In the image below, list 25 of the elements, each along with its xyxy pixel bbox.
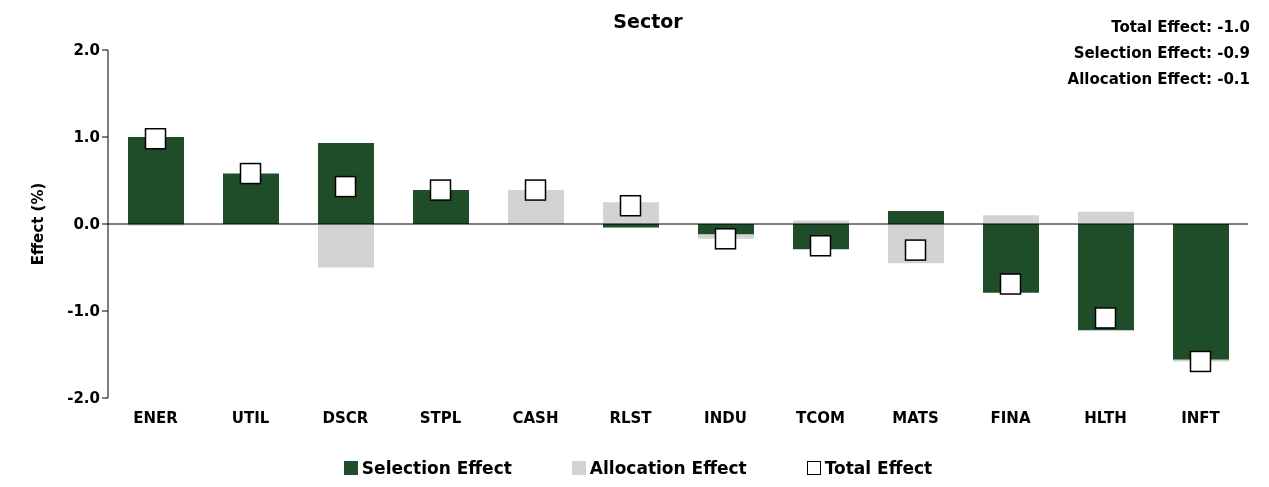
- x-tick-label: RLST: [609, 408, 653, 427]
- legend-label: Selection Effect: [360, 458, 512, 478]
- y-tick-label: 1.0: [73, 128, 100, 147]
- y-tick-label: -2.0: [67, 389, 100, 408]
- x-tick-label: STPL: [419, 408, 462, 427]
- x-tick-label: INFT: [1181, 408, 1221, 427]
- chart-title: Sector: [613, 10, 683, 32]
- legend-label: Total Effect: [823, 458, 933, 478]
- legend-label: Allocation Effect: [588, 458, 747, 478]
- y-axis-title: Effect (%): [29, 182, 48, 266]
- x-tick-label: TCOM: [796, 408, 845, 427]
- x-tick-label: UTIL: [231, 408, 270, 427]
- x-tick-label: DSCR: [322, 408, 369, 427]
- y-tick-label: -1.0: [67, 302, 100, 321]
- annotation: Selection Effect: -0.9: [1072, 43, 1250, 64]
- annotation: Allocation Effect: -0.1: [1067, 69, 1250, 90]
- y-tick-label: 0.0: [73, 215, 100, 234]
- x-tick-label: MATS: [892, 408, 939, 427]
- x-tick-label: INDU: [704, 408, 747, 427]
- x-tick-label: HLTH: [1084, 408, 1127, 427]
- x-tick-label: CASH: [512, 408, 559, 427]
- y-tick-label: 2.0: [73, 41, 100, 60]
- x-tick-label: ENER: [133, 408, 179, 427]
- text: Total Effect: -1.0: [1110, 17, 1250, 38]
- x-tick-label: FINA: [990, 408, 1031, 427]
